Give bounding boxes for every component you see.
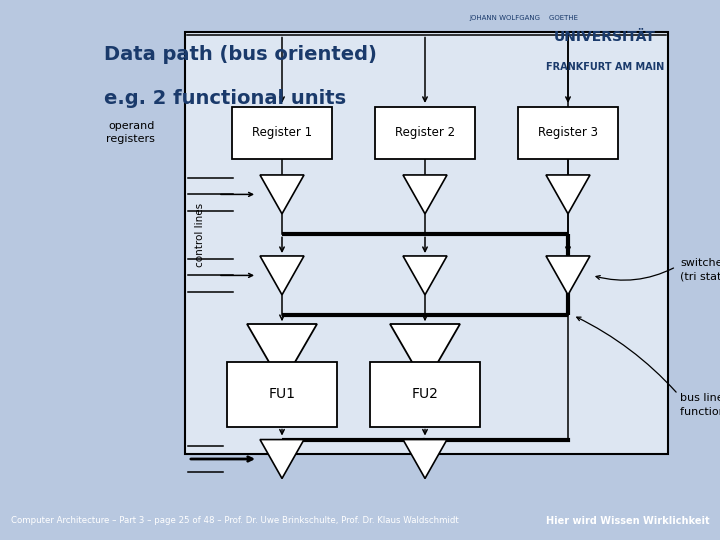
Text: Hier wird Wissen Wirklichkeit: Hier wird Wissen Wirklichkeit — [546, 516, 709, 525]
Text: Register 3: Register 3 — [538, 126, 598, 139]
Text: control lines: control lines — [195, 203, 205, 267]
Text: FU2: FU2 — [412, 387, 438, 401]
Text: UNIVERSITÄT: UNIVERSITÄT — [554, 30, 656, 44]
Text: Register 2: Register 2 — [395, 126, 455, 139]
Polygon shape — [403, 256, 447, 295]
Text: FU1: FU1 — [269, 387, 295, 401]
Text: e.g. 2 functional units: e.g. 2 functional units — [104, 89, 346, 108]
Bar — [370, 362, 480, 427]
Polygon shape — [390, 324, 460, 384]
Text: switches
(tri state): switches (tri state) — [680, 259, 720, 281]
Text: bus lines
functional units: bus lines functional units — [680, 394, 720, 416]
Bar — [375, 107, 475, 159]
Bar — [518, 107, 618, 159]
Polygon shape — [403, 175, 447, 214]
Text: JOHANN WOLFGANG    GOETHE: JOHANN WOLFGANG GOETHE — [469, 15, 579, 21]
Polygon shape — [546, 256, 590, 295]
Bar — [185, 32, 668, 454]
Polygon shape — [546, 175, 590, 214]
Text: operand
registers: operand registers — [106, 122, 155, 144]
Text: Data path (bus oriented): Data path (bus oriented) — [104, 45, 377, 64]
Text: Register 1: Register 1 — [252, 126, 312, 139]
Polygon shape — [403, 440, 447, 478]
Text: Computer Architecture – Part 3 – page 25 of 48 – Prof. Dr. Uwe Brinkschulte, Pro: Computer Architecture – Part 3 – page 25… — [11, 516, 459, 525]
Polygon shape — [260, 440, 304, 478]
Polygon shape — [260, 256, 304, 295]
Text: FRANKFURT AM MAIN: FRANKFURT AM MAIN — [546, 62, 664, 72]
Bar — [232, 107, 332, 159]
Polygon shape — [260, 175, 304, 214]
Polygon shape — [247, 324, 317, 384]
Bar — [227, 362, 337, 427]
